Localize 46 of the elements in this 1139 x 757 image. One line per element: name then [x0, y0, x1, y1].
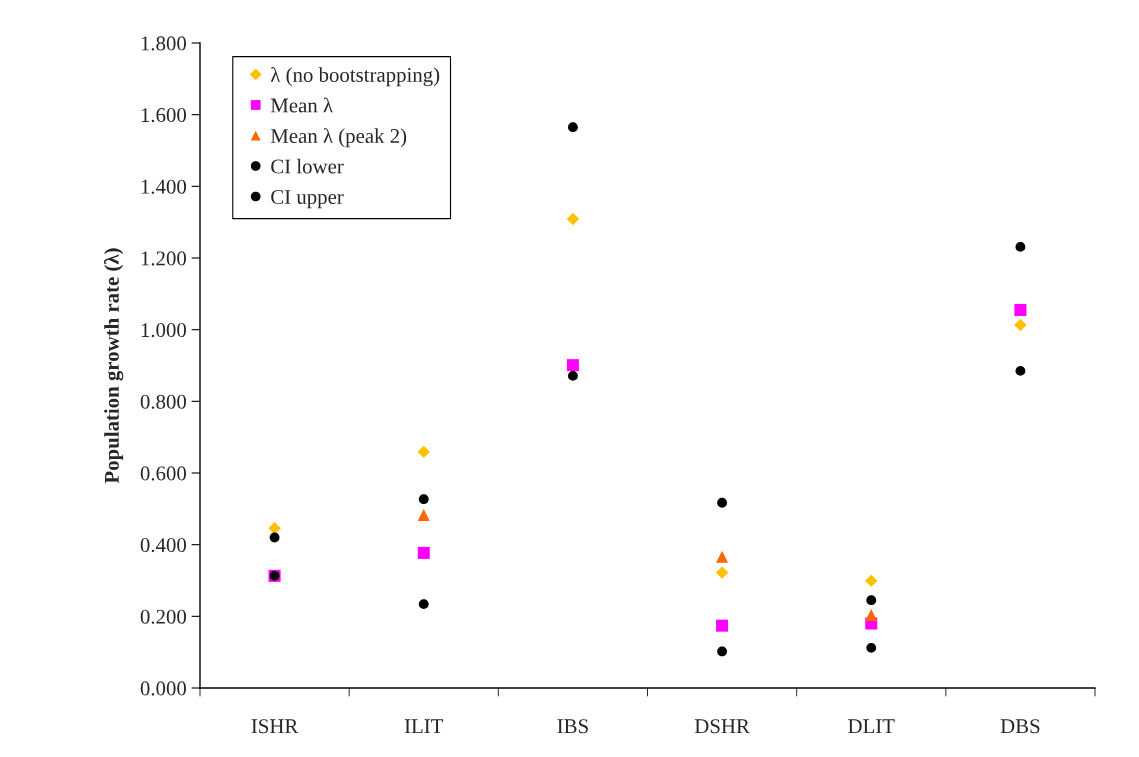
y-tick-label: 1.600: [141, 108, 187, 123]
x-tick-label: DSHR: [694, 719, 750, 734]
point: [715, 566, 729, 579]
point: [418, 494, 429, 505]
point: [1015, 365, 1026, 376]
legend-label: λ (no bootstrapping): [270, 67, 440, 87]
y-tick-label: 1.200: [141, 251, 187, 266]
legend-label: Mean λ (peak 2): [270, 128, 407, 148]
point: [417, 508, 430, 521]
point: [865, 574, 878, 588]
point: [568, 122, 578, 133]
point: [1015, 241, 1026, 252]
point: [418, 599, 429, 610]
point: [717, 497, 727, 508]
point: [716, 550, 729, 563]
y-tick-label: 0.400: [140, 538, 187, 553]
point: [716, 619, 729, 632]
point: [566, 212, 580, 226]
point: [417, 546, 430, 559]
point: [568, 370, 578, 381]
y-axis-title: Population growth rate (λ): [104, 248, 124, 484]
x-tick-label: ILIT: [404, 719, 444, 734]
point: [566, 359, 579, 372]
y-tick-label: 0.000: [140, 681, 187, 696]
point: [417, 445, 430, 459]
x-tick-label: IBS: [557, 719, 588, 734]
point: [269, 532, 280, 543]
y-tick-label: 1.800: [141, 36, 187, 51]
point: [865, 608, 878, 621]
y-tick-label: 0.200: [140, 609, 187, 624]
legend-label: CI lower: [271, 158, 344, 174]
y-tick-label: 0.600: [140, 466, 187, 481]
legend-label: Mean λ: [270, 97, 333, 113]
y-tick-label: 1.400: [141, 179, 187, 194]
point: [1014, 318, 1027, 332]
legend-label: CI upper: [271, 189, 344, 209]
point: [866, 642, 877, 653]
y-tick-label: 0.800: [140, 394, 187, 409]
y-tick-label: 1.000: [141, 323, 187, 338]
point: [717, 646, 727, 657]
x-tick-label: ISHR: [251, 719, 299, 734]
x-tick-label: DBS: [1000, 719, 1040, 734]
point: [1014, 303, 1027, 316]
x-tick-label: DLIT: [848, 719, 895, 734]
point: [268, 521, 281, 535]
point: [866, 595, 877, 606]
